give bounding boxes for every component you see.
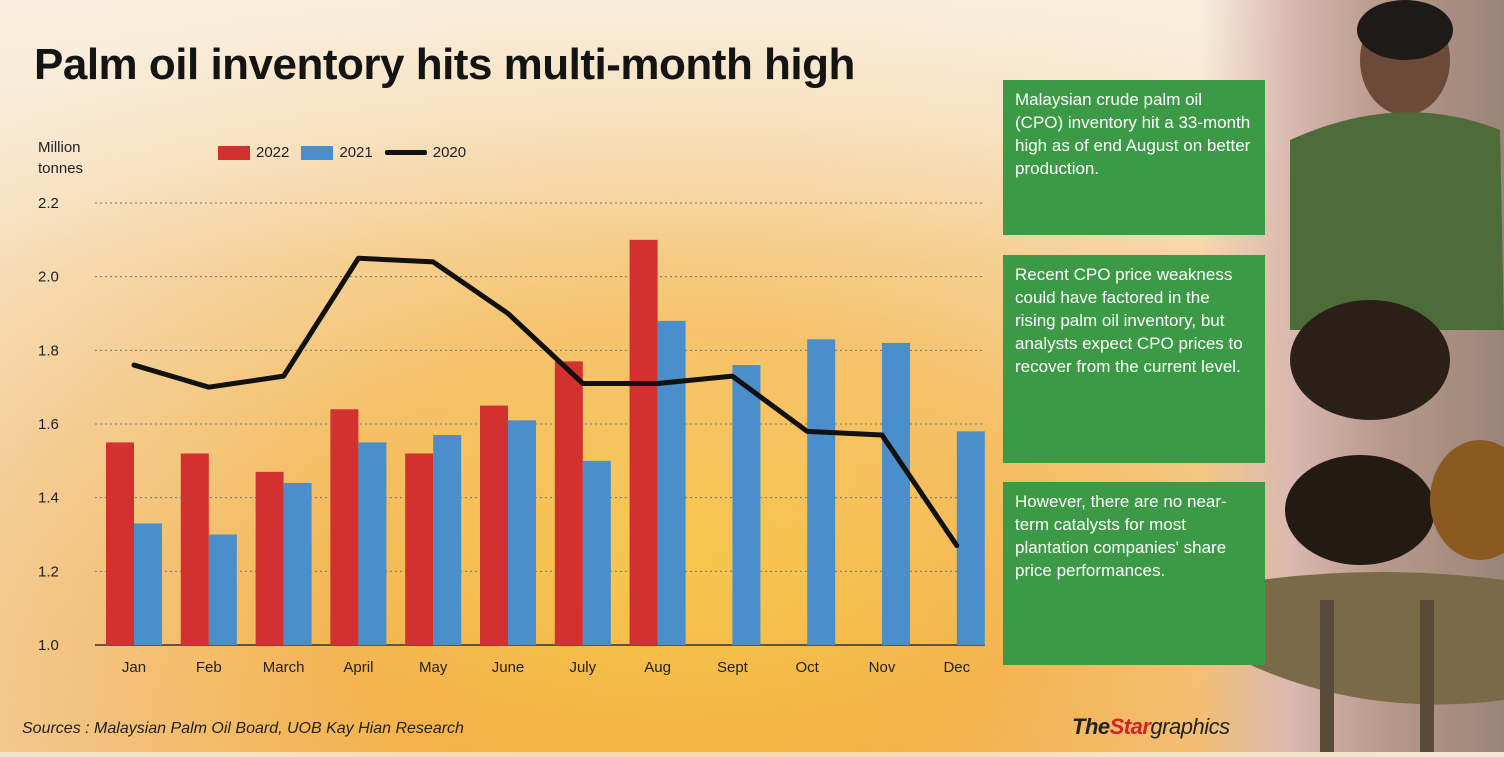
brand-graphics: graphics (1150, 714, 1229, 739)
x-tick-label: Sept (717, 659, 749, 676)
x-tick-label: March (263, 659, 305, 676)
chart-plot: 1.0 1.2 1.4 1.6 1.8 2.0 2.2 Jan Feb March April May… (0, 0, 1000, 700)
bar-2022-aug (630, 240, 658, 645)
y-tick-label: 1.4 (38, 490, 59, 507)
bar-2021-jan (134, 523, 162, 645)
bar-2021-aug (658, 321, 686, 645)
brand-the: The (1072, 714, 1110, 739)
x-tick-label: April (343, 659, 373, 676)
bar-2021-feb (209, 535, 237, 646)
x-tick-label: Nov (869, 659, 896, 676)
y-tick-label: 1.0 (38, 637, 59, 654)
bar-2021-dec (957, 431, 985, 645)
y-tick-label: 1.8 (38, 342, 59, 359)
source-note: Sources : Malaysian Palm Oil Board, UOB … (22, 720, 464, 738)
y-tick-label: 2.0 (38, 269, 59, 286)
x-tick-label: Feb (196, 659, 222, 676)
info-panel-2: Recent CPO price weakness could have fac… (1003, 255, 1265, 463)
bar-2022-april (330, 409, 358, 645)
bar-2022-may (405, 453, 433, 645)
bar-2021-may (433, 435, 461, 645)
bar-2021-sept (732, 365, 760, 645)
bar-2021-july (583, 461, 611, 645)
x-tick-label: Jan (122, 659, 146, 676)
info-panel-3: However, there are no near-term catalyst… (1003, 482, 1265, 665)
brand-logo: TheStargraphics (1072, 714, 1230, 740)
x-tick-label: May (419, 659, 448, 676)
info-panel-1: Malaysian crude palm oil (CPO) inventory… (1003, 80, 1265, 235)
x-tick-label: July (569, 659, 596, 676)
x-tick-label: Dec (943, 659, 970, 676)
bar-2022-feb (181, 453, 209, 645)
y-tick-label: 2.2 (38, 195, 59, 212)
bar-2021-nov (882, 343, 910, 645)
bar-2021-oct (807, 339, 835, 645)
x-tick-label: Oct (796, 659, 820, 676)
bar-2022-jan (106, 442, 134, 645)
bar-2021-march (284, 483, 312, 645)
y-tick-label: 1.6 (38, 416, 59, 433)
bar-2022-march (256, 472, 284, 645)
brand-star: Star (1110, 714, 1151, 739)
x-tick-label: June (492, 659, 525, 676)
bar-2022-june (480, 406, 508, 645)
bar-2021-june (508, 420, 536, 645)
x-tick-label: Aug (644, 659, 671, 676)
bar-2022-july (555, 361, 583, 645)
bar-2021-april (358, 442, 386, 645)
y-tick-label: 1.2 (38, 563, 59, 580)
